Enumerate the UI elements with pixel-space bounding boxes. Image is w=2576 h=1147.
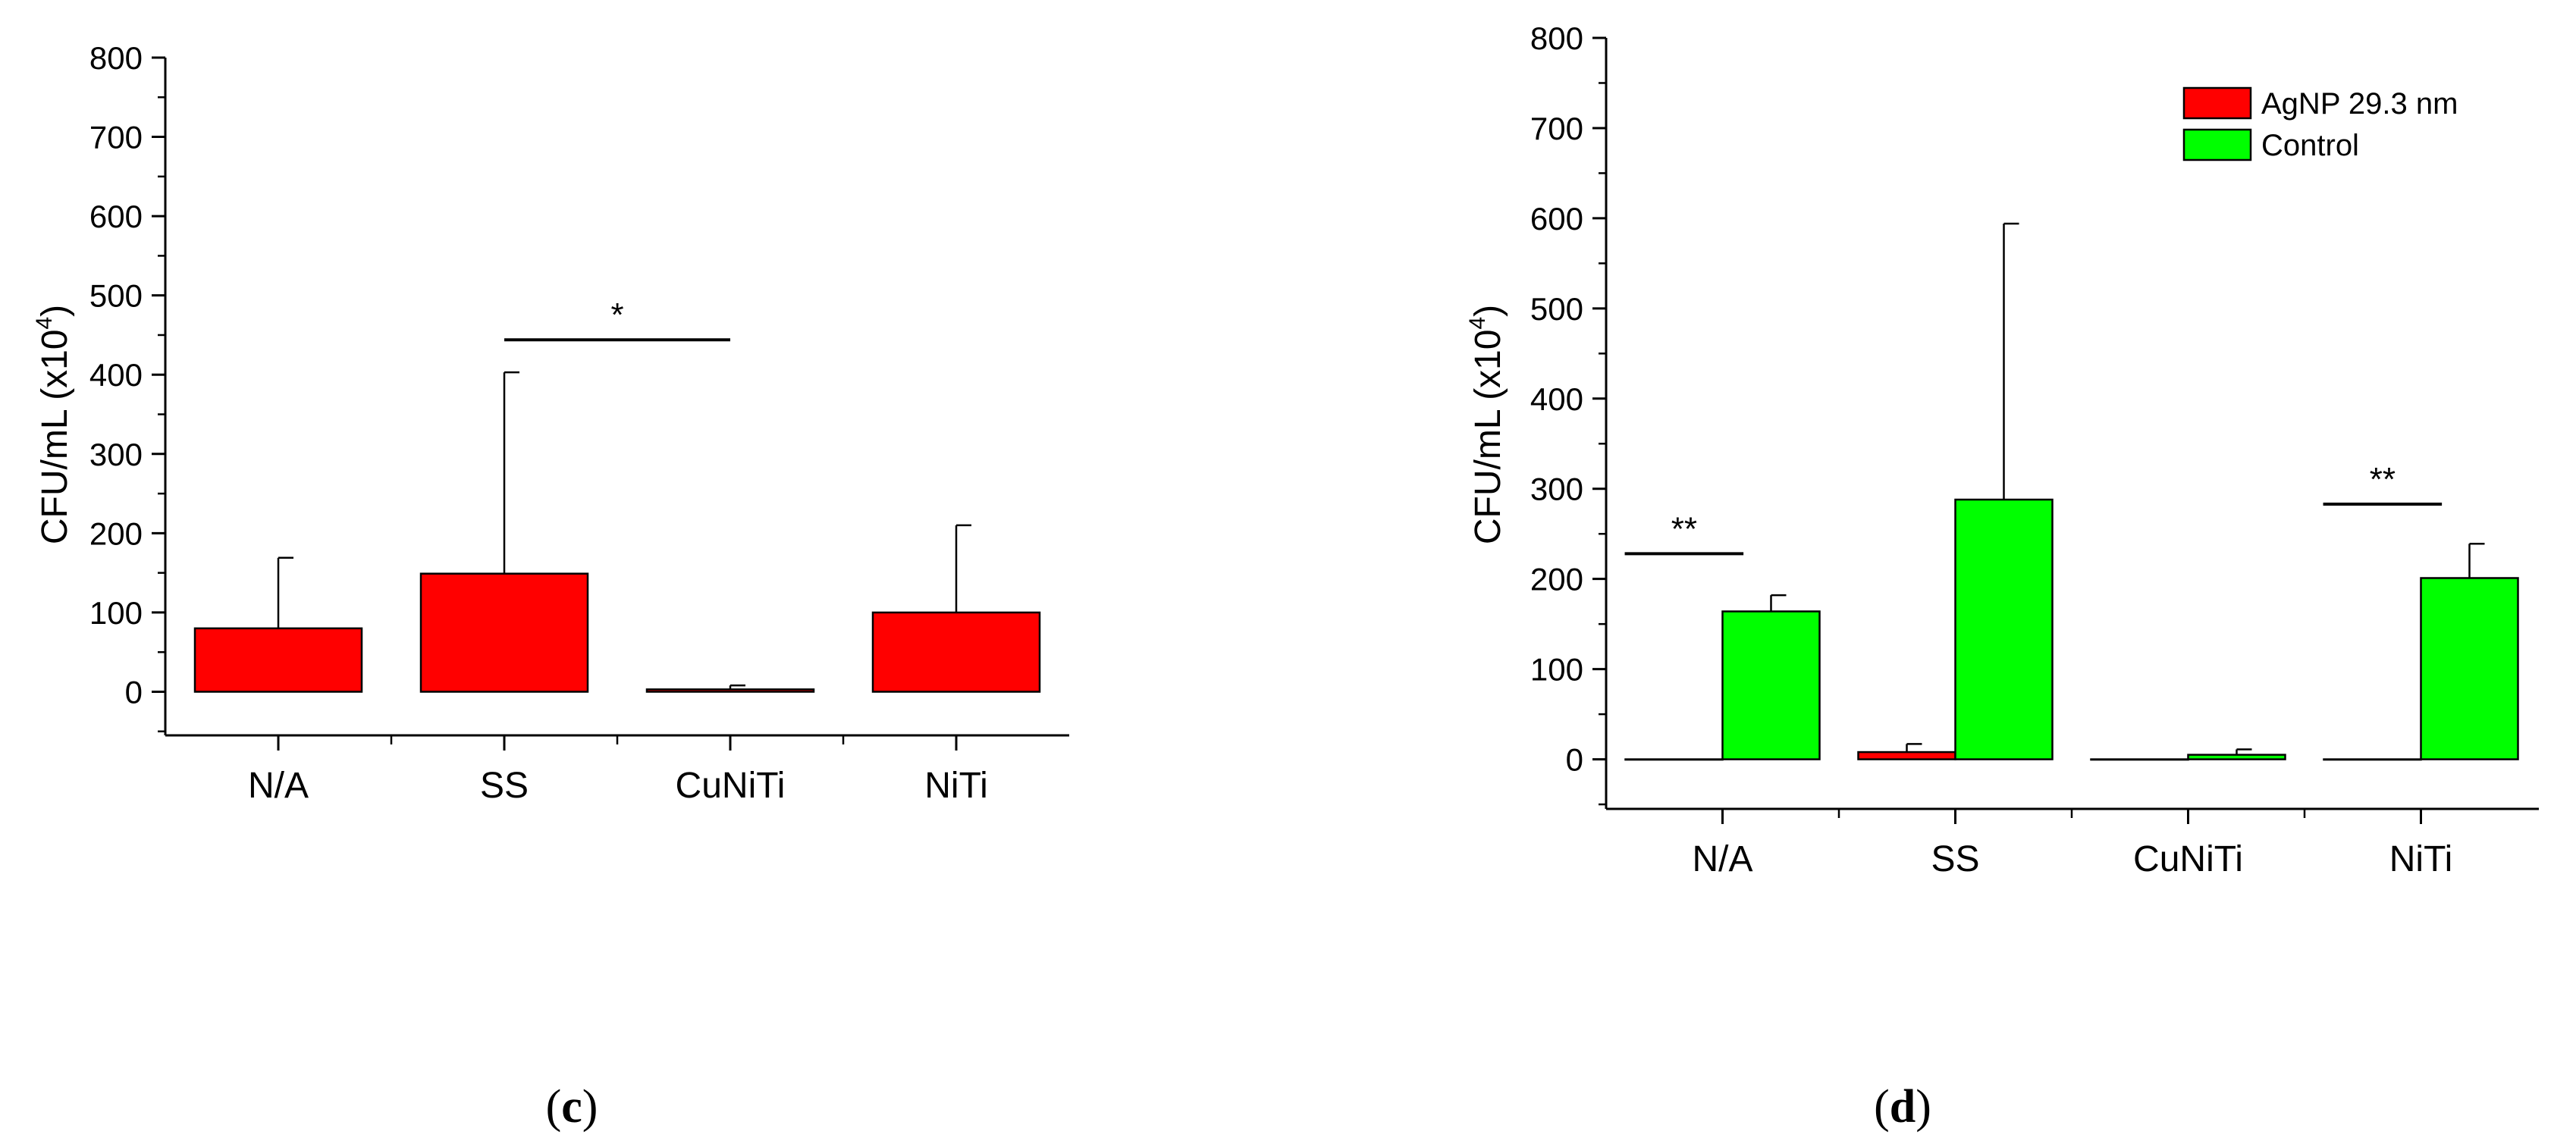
panel-label-c: (c)	[546, 1081, 598, 1133]
y-tick-label: 800	[1530, 20, 1583, 56]
y-tick-label: 700	[89, 120, 143, 155]
y-tick-label: 100	[1530, 652, 1583, 688]
y-tick-label: 800	[89, 40, 143, 76]
y-tick-label: 300	[89, 437, 143, 472]
legend-swatch	[2182, 86, 2252, 120]
bar	[2420, 577, 2519, 760]
x-tick-label: CuNiTi	[2133, 839, 2243, 879]
x-tick-label: SS	[480, 766, 529, 806]
bar	[1954, 498, 2054, 760]
y-tick-label: 0	[125, 674, 143, 710]
y-tick-label: 0	[1566, 742, 1583, 778]
x-tick-label: NiTi	[2389, 839, 2453, 879]
legend-swatch	[2182, 128, 2252, 161]
x-tick-label: N/A	[248, 766, 309, 806]
y-tick-label: 600	[89, 199, 143, 234]
legend-label: Control	[2261, 129, 2359, 162]
y-tick-label: 500	[89, 278, 143, 314]
significance-label: **	[1671, 510, 1697, 547]
significance-label: *	[610, 296, 623, 334]
panel-label-d: (d)	[1874, 1081, 1931, 1133]
bar	[193, 627, 363, 693]
x-tick-label: N/A	[1692, 839, 1752, 879]
bar	[1721, 610, 1821, 760]
y-tick-label: 600	[1530, 201, 1583, 237]
y-tick-label: 400	[1530, 381, 1583, 417]
y-tick-label: 300	[1530, 472, 1583, 507]
chart-c: 0 100 200 300 400 500 600 700 800 N/A SS CuNiTi NiTi…	[32, 40, 1069, 806]
legend-label: AgNP 29.3 nm	[2261, 87, 2458, 121]
significance-label: **	[2370, 461, 2396, 498]
chart-d: 0 100 200 300 400 500 600 700 800 N/A SS CuNiTi NiTi…	[1465, 20, 2539, 879]
y-tick-label: 200	[1530, 562, 1583, 597]
x-tick-label: NiTi	[924, 766, 988, 806]
y-tick-label: 200	[89, 516, 143, 551]
bar	[2187, 754, 2286, 760]
y-tick-label: 400	[89, 357, 143, 393]
y-tick-label: 100	[89, 595, 143, 631]
bar	[419, 572, 589, 693]
x-tick-label: SS	[1931, 839, 1979, 879]
y-tick-label: 500	[1530, 291, 1583, 327]
y-tick-label: 700	[1530, 111, 1583, 146]
bar	[871, 611, 1041, 693]
bar	[1857, 751, 1956, 760]
y-axis-title: CFU/mL (x104)	[32, 305, 75, 544]
x-tick-label: CuNiTi	[676, 766, 786, 806]
y-axis-title: CFU/mL (x104)	[1465, 305, 1508, 544]
bar	[645, 688, 815, 693]
